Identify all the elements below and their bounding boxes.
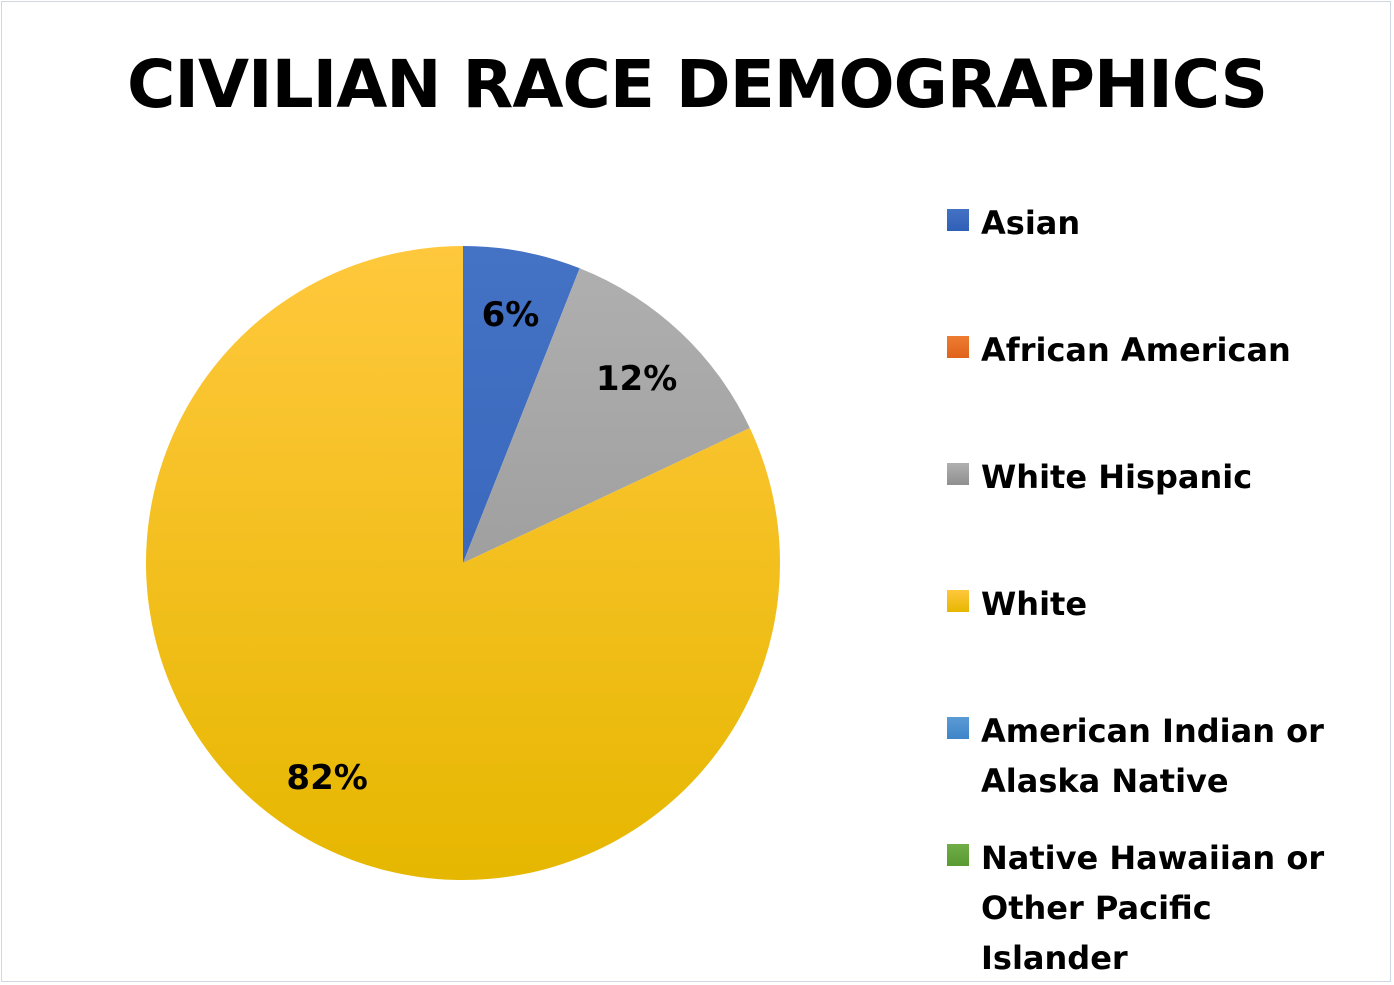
legend-item: American Indian or Alaska Native <box>947 706 1387 806</box>
legend-swatch <box>947 844 969 866</box>
legend-item: African American <box>947 325 1387 375</box>
pie-slice-asian <box>463 246 580 563</box>
legend-item: White <box>947 579 1387 629</box>
pie-slice-white <box>146 246 781 880</box>
legend-swatch <box>947 209 969 231</box>
chart-title: CIVILIAN RACE DEMOGRAPHICS <box>126 46 1268 123</box>
legend-item: White Hispanic <box>947 452 1387 502</box>
legend-label: American Indian or Alaska Native <box>981 712 1324 800</box>
legend-swatch <box>947 463 969 485</box>
legend-swatch <box>947 336 969 358</box>
legend-swatch <box>947 717 969 739</box>
legend-swatch <box>947 590 969 612</box>
legend-label: White Hispanic <box>981 458 1253 496</box>
data-label: 6% <box>482 295 540 335</box>
legend-label: Asian <box>981 204 1081 242</box>
data-label: 82% <box>286 758 367 798</box>
legend-item: Native Hawaiian or Other Pacific Islande… <box>947 833 1387 983</box>
data-label: 12% <box>596 359 677 399</box>
legend-label: Native Hawaiian or Other Pacific Islande… <box>981 839 1325 977</box>
legend-item: Asian <box>947 198 1387 248</box>
legend-label: White <box>981 585 1088 623</box>
legend-label: African American <box>981 331 1291 369</box>
pie-slice-white-hispanic <box>463 268 750 563</box>
